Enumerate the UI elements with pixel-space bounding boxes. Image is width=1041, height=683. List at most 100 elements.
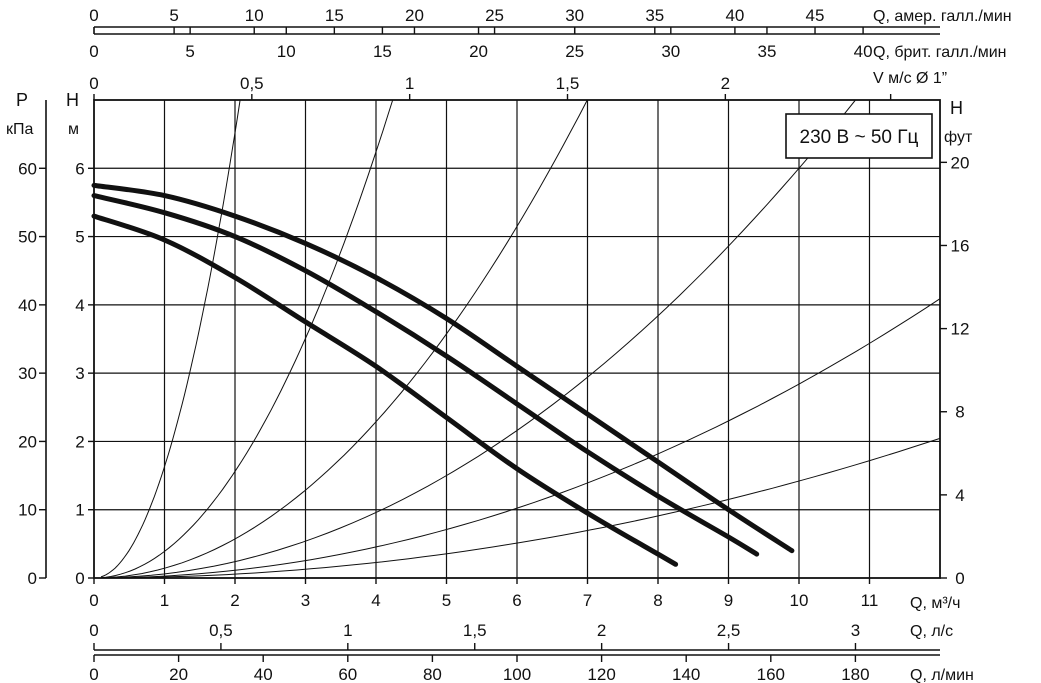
ukgal-axis-tick-label: 10 bbox=[277, 42, 296, 61]
pressure-tick-label: 20 bbox=[18, 432, 37, 451]
axes: 0 1 2 3 4 5 6 7 8 9 10 110 0,5 1 1,5 2 2,5 30 20 40 60 80 100 1… bbox=[18, 6, 969, 683]
lmin-axis-title: Q, л/мин bbox=[910, 667, 974, 683]
ukgal-axis-tick-label: 0 bbox=[89, 42, 98, 61]
ukgal-axis-tick-label: 25 bbox=[565, 42, 584, 61]
head-m-tick-label: 0 bbox=[75, 569, 84, 588]
velocity-axis-tick-label: 1 bbox=[405, 74, 414, 93]
pump-curves bbox=[91, 182, 795, 567]
main-x-axis-title: Q, м³/ч bbox=[910, 595, 960, 612]
ls-axis-tick-label: 2 bbox=[597, 621, 606, 640]
ls-axis-title: Q, л/с bbox=[910, 623, 953, 640]
system-curve bbox=[100, 298, 941, 579]
velocity-axis-tick-label: 0 bbox=[89, 74, 98, 93]
velocity-axis-tick-label: 0,5 bbox=[240, 74, 264, 93]
head-m-tick-label: 2 bbox=[75, 432, 84, 451]
voltage-badge-frame bbox=[785, 113, 933, 159]
ukgal-axis-tick-label: 40 bbox=[854, 42, 873, 61]
lmin-axis-tick-label: 80 bbox=[423, 665, 442, 683]
main-x-tick-label: 4 bbox=[371, 591, 380, 610]
lmin-axis-tick-label: 40 bbox=[254, 665, 273, 683]
main-x-tick-label: 0 bbox=[89, 591, 98, 610]
head-ft-axis-unit: фут bbox=[944, 129, 973, 146]
voltage-badge: 230 В ~ 50 Гц bbox=[800, 127, 919, 148]
system-curves bbox=[100, 99, 941, 579]
pressure-axis-symbol: P bbox=[16, 90, 28, 110]
head-ft-tick-label: 20 bbox=[951, 153, 970, 172]
lmin-axis-tick-label: 0 bbox=[89, 665, 98, 683]
main-x-tick-label: 6 bbox=[512, 591, 521, 610]
system-curve bbox=[100, 99, 856, 579]
velocity-axis-title: V м/с Ø 1” bbox=[873, 70, 947, 87]
usgal-axis-tick-label: 25 bbox=[485, 6, 504, 25]
lmin-axis-tick-label: 160 bbox=[757, 665, 785, 683]
usgal-axis-tick-label: 20 bbox=[405, 6, 424, 25]
main-x-tick-label: 11 bbox=[861, 591, 879, 610]
ls-axis-tick-label: 3 bbox=[851, 621, 860, 640]
usgal-axis-tick-label: 15 bbox=[325, 6, 344, 25]
main-x-tick-label: 9 bbox=[724, 591, 733, 610]
lmin-axis-tick-label: 20 bbox=[169, 665, 188, 683]
usgal-axis-tick-label: 0 bbox=[89, 6, 98, 25]
pressure-tick-label: 50 bbox=[18, 228, 37, 247]
ls-axis-tick-label: 1 bbox=[343, 621, 352, 640]
head-ft-tick-label: 16 bbox=[951, 236, 970, 255]
pressure-tick-label: 30 bbox=[18, 364, 37, 383]
main-x-tick-label: 5 bbox=[442, 591, 451, 610]
ukgal-axis-title: Q, брит. галл./мин bbox=[873, 44, 1007, 61]
lmin-axis-tick-label: 100 bbox=[503, 665, 531, 683]
ukgal-axis-tick-label: 20 bbox=[469, 42, 488, 61]
lmin-axis-tick-label: 60 bbox=[338, 665, 357, 683]
head-ft-tick-label: 4 bbox=[955, 486, 964, 505]
ukgal-axis-tick-label: 5 bbox=[185, 42, 194, 61]
main-x-tick-label: 1 bbox=[160, 591, 169, 610]
lmin-axis-tick-label: 120 bbox=[587, 665, 615, 683]
head-ft-tick-label: 0 bbox=[955, 569, 964, 588]
main-x-tick-label: 10 bbox=[790, 591, 809, 610]
ls-axis-tick-label: 0,5 bbox=[209, 621, 233, 640]
system-curve bbox=[100, 99, 394, 579]
head-m-tick-label: 1 bbox=[75, 501, 84, 520]
lmin-axis-tick-label: 140 bbox=[672, 665, 700, 683]
lmin-axis-tick-label: 180 bbox=[841, 665, 869, 683]
usgal-axis-tick-label: 30 bbox=[565, 6, 584, 25]
main-x-tick-label: 2 bbox=[230, 591, 239, 610]
head-m-tick-label: 3 bbox=[75, 364, 84, 383]
ls-axis-tick-label: 1,5 bbox=[463, 621, 487, 640]
ukgal-axis-tick-label: 35 bbox=[757, 42, 776, 61]
system-curve bbox=[100, 99, 588, 579]
velocity-axis-tick-label: 1,5 bbox=[556, 74, 580, 93]
head-ft-tick-label: 8 bbox=[955, 403, 964, 422]
pressure-tick-label: 60 bbox=[18, 159, 37, 178]
grid bbox=[93, 99, 941, 579]
head-m-tick-label: 5 bbox=[75, 228, 84, 247]
head-m-tick-label: 4 bbox=[75, 296, 84, 315]
usgal-axis-tick-label: 10 bbox=[245, 6, 264, 25]
usgal-axis-tick-label: 40 bbox=[725, 6, 744, 25]
usgal-axis-title: Q, амер. галл./мин bbox=[873, 8, 1012, 25]
ls-axis-tick-label: 0 bbox=[89, 621, 98, 640]
head-m-axis-unit: м bbox=[68, 121, 79, 138]
head-ft-axis-symbol: H bbox=[950, 98, 963, 118]
main-x-tick-label: 8 bbox=[653, 591, 662, 610]
velocity-axis-tick-label: 2 bbox=[721, 74, 730, 93]
pump-curve-3 bbox=[91, 213, 679, 567]
ukgal-axis-tick-label: 15 bbox=[373, 42, 392, 61]
pressure-tick-label: 0 bbox=[28, 569, 37, 588]
pressure-axis-unit: кПа bbox=[6, 121, 34, 138]
usgal-axis-tick-label: 45 bbox=[806, 6, 825, 25]
ls-axis-tick-label: 2,5 bbox=[717, 621, 741, 640]
usgal-axis-tick-label: 35 bbox=[645, 6, 664, 25]
main-x-tick-label: 7 bbox=[583, 591, 592, 610]
system-curve bbox=[100, 437, 941, 579]
ukgal-axis-tick-label: 30 bbox=[661, 42, 680, 61]
head-m-tick-label: 6 bbox=[75, 159, 84, 178]
pump-curve-1 bbox=[91, 182, 795, 554]
system-curve bbox=[100, 99, 241, 578]
usgal-axis-tick-label: 5 bbox=[169, 6, 178, 25]
pump-curve-2 bbox=[91, 193, 760, 557]
pressure-tick-label: 10 bbox=[18, 501, 37, 520]
head-m-axis-symbol: H bbox=[66, 90, 79, 110]
head-ft-tick-label: 12 bbox=[951, 320, 970, 339]
main-x-tick-label: 3 bbox=[301, 591, 310, 610]
